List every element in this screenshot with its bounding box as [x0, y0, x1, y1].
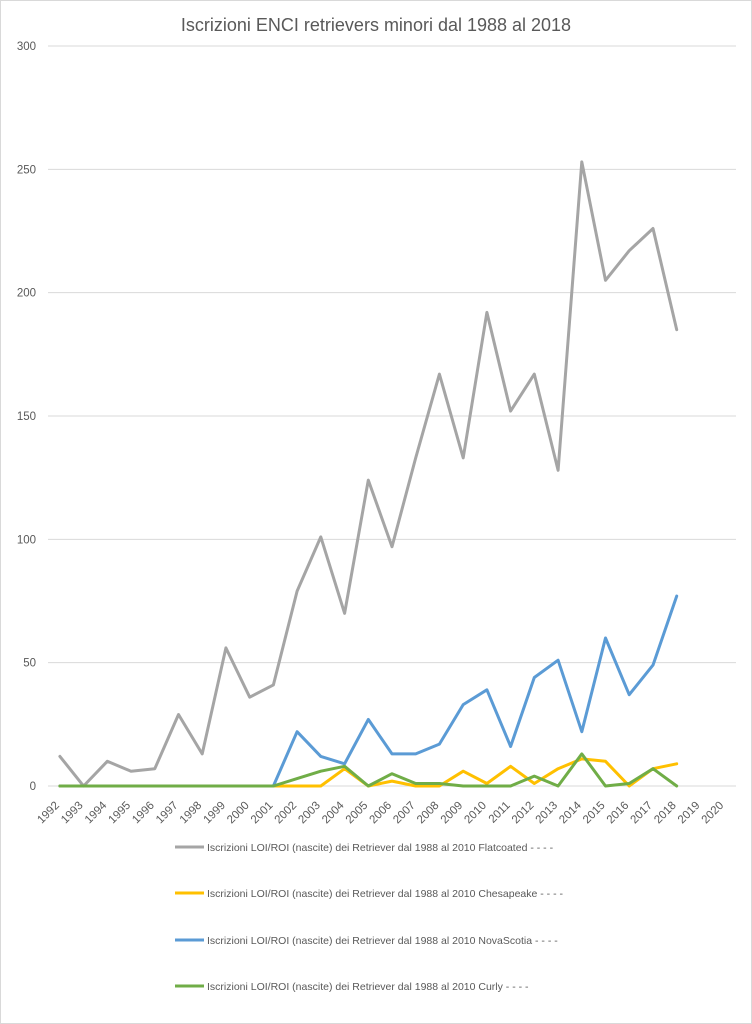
legend-entry: Iscrizioni LOI/ROI (nascite) dei Retriev… [175, 981, 529, 993]
series-lines [58, 160, 679, 788]
x-tick-label: 1992 [35, 800, 62, 827]
x-tick-label: 2020 [700, 800, 727, 827]
x-tick-label: 1999 [201, 800, 228, 827]
y-axis: 0 50 100 150 200 250 300 [17, 41, 36, 793]
x-tick-label: 2015 [581, 800, 608, 827]
legend-label: Iscrizioni LOI/ROI (nascite) dei Retriev… [207, 842, 554, 854]
x-axis: 1992199319941995199619971998199920002001… [35, 799, 726, 826]
y-tick-label: 100 [17, 534, 36, 546]
series-line-0 [58, 160, 679, 788]
x-tick-label: 2018 [652, 800, 679, 827]
y-tick-label: 150 [17, 411, 36, 423]
legend-label: Iscrizioni LOI/ROI (nascite) dei Retriev… [207, 888, 563, 900]
x-tick-label: 1993 [59, 800, 86, 827]
x-tick-label: 2010 [462, 800, 489, 827]
y-tick-label: 0 [30, 781, 36, 793]
gridlines [48, 45, 736, 787]
x-tick-label: 2003 [296, 800, 323, 827]
x-tick-label: 2002 [273, 800, 300, 827]
y-tick-label: 50 [23, 658, 36, 670]
x-tick-label: 2012 [510, 800, 537, 827]
legend-entry: Iscrizioni LOI/ROI (nascite) dei Retriev… [175, 888, 563, 900]
x-tick-label: 2011 [487, 800, 513, 826]
x-tick-label: 1996 [130, 800, 157, 827]
x-tick-label: 2001 [249, 800, 276, 827]
legend-entry: Iscrizioni LOI/ROI (nascite) dei Retriev… [175, 935, 558, 947]
y-tick-label: 250 [17, 164, 36, 176]
x-tick-label: 2000 [225, 800, 252, 827]
x-tick-label: 2006 [368, 800, 395, 827]
x-tick-label: 2019 [676, 800, 703, 827]
x-tick-label: 2017 [629, 800, 656, 827]
legend-label: Iscrizioni LOI/ROI (nascite) dei Retriev… [207, 935, 558, 947]
y-tick-label: 200 [17, 288, 36, 300]
x-tick-label: 2007 [391, 800, 418, 827]
x-tick-label: 2013 [534, 800, 561, 827]
legend: Iscrizioni LOI/ROI (nascite) dei Retriev… [175, 842, 563, 993]
chart-title: Iscrizioni ENCI retrievers minori dal 19… [181, 15, 571, 35]
x-tick-label: 2014 [557, 799, 584, 826]
x-tick-label: 1995 [107, 800, 134, 827]
x-tick-label: 2009 [439, 800, 466, 827]
x-tick-label: 2008 [415, 800, 442, 827]
legend-label: Iscrizioni LOI/ROI (nascite) dei Retriev… [207, 981, 529, 993]
x-tick-label: 1998 [178, 800, 205, 827]
x-tick-label: 2016 [605, 800, 632, 827]
x-tick-label: 1997 [154, 800, 181, 827]
legend-entry: Iscrizioni LOI/ROI (nascite) dei Retriev… [175, 842, 554, 854]
series-line-1 [58, 757, 679, 788]
series-line-3 [58, 752, 679, 788]
x-tick-label: 2004 [320, 799, 347, 826]
x-tick-label: 2005 [344, 800, 371, 827]
x-tick-label: 1994 [83, 799, 110, 826]
y-tick-label: 300 [17, 41, 36, 53]
